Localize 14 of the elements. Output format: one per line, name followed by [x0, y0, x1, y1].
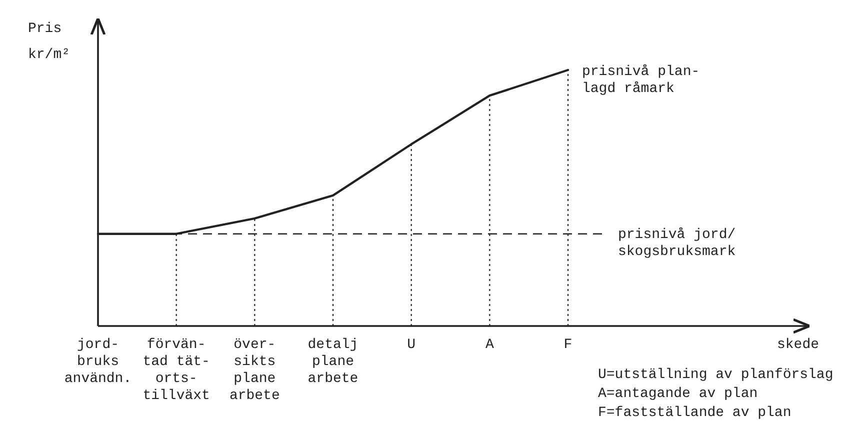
series-label: prisnivå plan- lagd råmark — [582, 64, 700, 97]
text: U=utställning av planförslag — [598, 367, 834, 383]
x-tick-label: detalj plane arbete — [308, 337, 358, 387]
x-tick-label: över- sikts plane arbete — [229, 337, 280, 404]
text: A=antagande av plan — [598, 386, 758, 402]
x-tick-label: F — [564, 337, 572, 353]
x-tick-label: U — [407, 337, 416, 353]
text: skede — [776, 337, 820, 353]
text: F=fastställande av plan — [598, 405, 792, 421]
x-tick-label: A — [485, 337, 494, 353]
x-tick-label: jord- bruks användn. — [64, 337, 132, 387]
x-tick-label: förvän- tad tät- orts- tillväxt — [142, 337, 210, 404]
ref-line-label: prisnivå jord/ skogsbruksmark — [618, 226, 736, 260]
y-axis-title: Pris kr/m² — [28, 21, 70, 63]
